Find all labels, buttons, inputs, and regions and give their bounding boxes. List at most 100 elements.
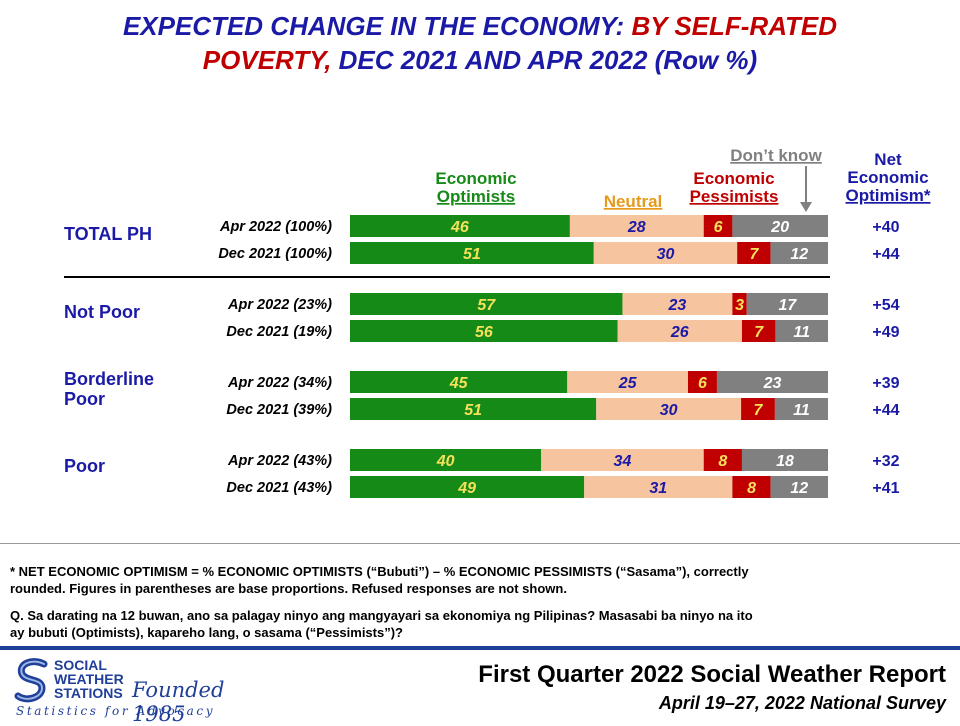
- logo-name-line: SOCIAL: [54, 657, 107, 673]
- data-label-optimists: 51: [463, 246, 481, 263]
- title-blue-part-2: DEC 2021 AND APR 2022 (Row %): [338, 45, 758, 75]
- bar-neutral: [541, 449, 704, 471]
- bar-dont-know: [770, 476, 828, 498]
- data-label-optimists: 49: [457, 480, 476, 497]
- bar-optimists: [350, 476, 585, 498]
- bar-dont-know: [732, 215, 828, 237]
- net-optimism-value: +54: [872, 297, 899, 314]
- bar-neutral: [596, 398, 742, 420]
- data-label-dont-know: 11: [793, 324, 810, 341]
- footnote-line: rounded. Figures in parentheses are base…: [10, 581, 567, 596]
- bar-dont-know: [770, 242, 828, 264]
- bar-neutral: [567, 371, 688, 393]
- founded-year: Founded 1985: [132, 678, 225, 726]
- bar-optimists: [350, 320, 618, 342]
- question-line: ay bubuti (Optimists), kapareho lang, o …: [10, 625, 403, 640]
- header-net-optimism: Net: [874, 150, 902, 169]
- data-label-neutral: 23: [668, 297, 687, 314]
- bar-neutral: [593, 242, 738, 264]
- report-info: First Quarter 2022 Social Weather Report…: [478, 660, 946, 716]
- bar-dont-know: [746, 293, 828, 315]
- divider: [0, 543, 960, 544]
- data-label-optimists: 57: [477, 297, 496, 314]
- data-label-dont-know: 12: [790, 246, 808, 263]
- row-label: Apr 2022 (23%): [227, 297, 332, 313]
- header-net-optimism: Optimism*: [845, 186, 930, 205]
- bar-pessimists: [732, 293, 747, 315]
- group-label: Borderline: [64, 369, 154, 389]
- logo-name-line: STATIONS: [54, 685, 123, 701]
- header-neutral: Neutral: [604, 192, 663, 211]
- data-label-dont-know: 11: [793, 402, 810, 419]
- bar-pessimists: [703, 215, 733, 237]
- bar-neutral: [617, 320, 742, 342]
- title-red-part-2: POVERTY,: [202, 45, 332, 75]
- title-blue-part: EXPECTED CHANGE IN THE ECONOMY:: [122, 11, 625, 41]
- net-optimism-value: +49: [872, 324, 899, 341]
- data-label-neutral: 26: [670, 324, 689, 341]
- data-label-pessimists: 7: [749, 246, 759, 263]
- logo-tagline: Statistics for Advocacy: [16, 704, 216, 718]
- net-optimism-value: +41: [872, 480, 899, 497]
- data-label-dont-know: 12: [790, 480, 808, 497]
- bar-pessimists: [687, 371, 717, 393]
- question-text: Q. Sa darating na 12 buwan, ano sa palag…: [10, 607, 945, 641]
- question-line: Q. Sa darating na 12 buwan, ano sa palag…: [10, 608, 753, 623]
- net-optimism-value: +44: [872, 246, 899, 263]
- header-optimists: Economic: [435, 169, 516, 188]
- row-label: Dec 2021 (43%): [226, 480, 332, 496]
- bar-optimists: [350, 398, 597, 420]
- bar-neutral: [584, 476, 733, 498]
- data-label-neutral: 30: [660, 402, 678, 419]
- header-net-optimism: Economic: [847, 168, 928, 187]
- sws-swirl-icon: [14, 658, 48, 703]
- bar-pessimists: [741, 398, 775, 420]
- net-optimism-value: +39: [872, 375, 899, 392]
- data-label-pessimists: 3: [735, 297, 744, 314]
- report-title: First Quarter 2022 Social Weather Report: [478, 661, 946, 688]
- data-label-dont-know: 17: [778, 297, 797, 314]
- chart-title-line1: EXPECTED CHANGE IN THE ECONOMY: BY SELF-…: [0, 10, 960, 42]
- logo-name-line: WEATHER: [54, 671, 124, 687]
- bar-dont-know: [741, 449, 828, 471]
- bar-optimists: [350, 293, 623, 315]
- stacked-bar-chart: EconomicOptimistsEconomicPessimistsNeutr…: [64, 146, 931, 498]
- row-label: Dec 2021 (39%): [226, 402, 332, 418]
- bar-dont-know: [774, 398, 828, 420]
- bar-neutral: [569, 215, 704, 237]
- bar-pessimists: [703, 449, 742, 471]
- bar-dont-know: [775, 320, 828, 342]
- header-pessimists: Economic: [693, 169, 774, 188]
- header-dont-know: Don’t know: [730, 146, 822, 165]
- data-label-optimists: 45: [449, 375, 469, 392]
- data-label-pessimists: 7: [754, 324, 764, 341]
- footnote-line: * NET ECONOMIC OPTIMISM = % ECONOMIC OPT…: [10, 564, 749, 579]
- sws-name: SOCIAL WEATHER STATIONS: [54, 658, 124, 700]
- bar-pessimists: [732, 476, 771, 498]
- bar-optimists: [350, 242, 594, 264]
- title-red-part: BY SELF-RATED: [631, 11, 838, 41]
- chart-title-line2: POVERTY, DEC 2021 AND APR 2022 (Row %): [0, 44, 960, 76]
- data-label-neutral: 34: [614, 453, 632, 470]
- net-optimism-value: +40: [872, 219, 899, 236]
- data-label-dont-know: 20: [770, 219, 789, 236]
- net-optimism-value: +44: [872, 402, 899, 419]
- report-subtitle: April 19–27, 2022 National Survey: [658, 693, 946, 713]
- row-label: Apr 2022 (100%): [219, 219, 332, 235]
- data-label-optimists: 56: [475, 324, 493, 341]
- dont-know-arrow-head: [800, 202, 812, 212]
- bar-pessimists: [741, 320, 776, 342]
- row-label: Dec 2021 (100%): [218, 246, 332, 262]
- row-label: Apr 2022 (34%): [227, 375, 332, 391]
- bar-pessimists: [737, 242, 771, 264]
- data-label-pessimists: 6: [714, 219, 723, 236]
- net-optimism-value: +32: [872, 453, 899, 470]
- group-label: Not Poor: [64, 302, 140, 322]
- row-label: Apr 2022 (43%): [227, 453, 332, 469]
- data-label-neutral: 30: [657, 246, 675, 263]
- bar-optimists: [350, 449, 542, 471]
- bar-optimists: [350, 371, 568, 393]
- data-label-pessimists: 8: [718, 453, 727, 470]
- data-label-pessimists: 8: [747, 480, 756, 497]
- header-pessimists: Pessimists: [690, 187, 779, 206]
